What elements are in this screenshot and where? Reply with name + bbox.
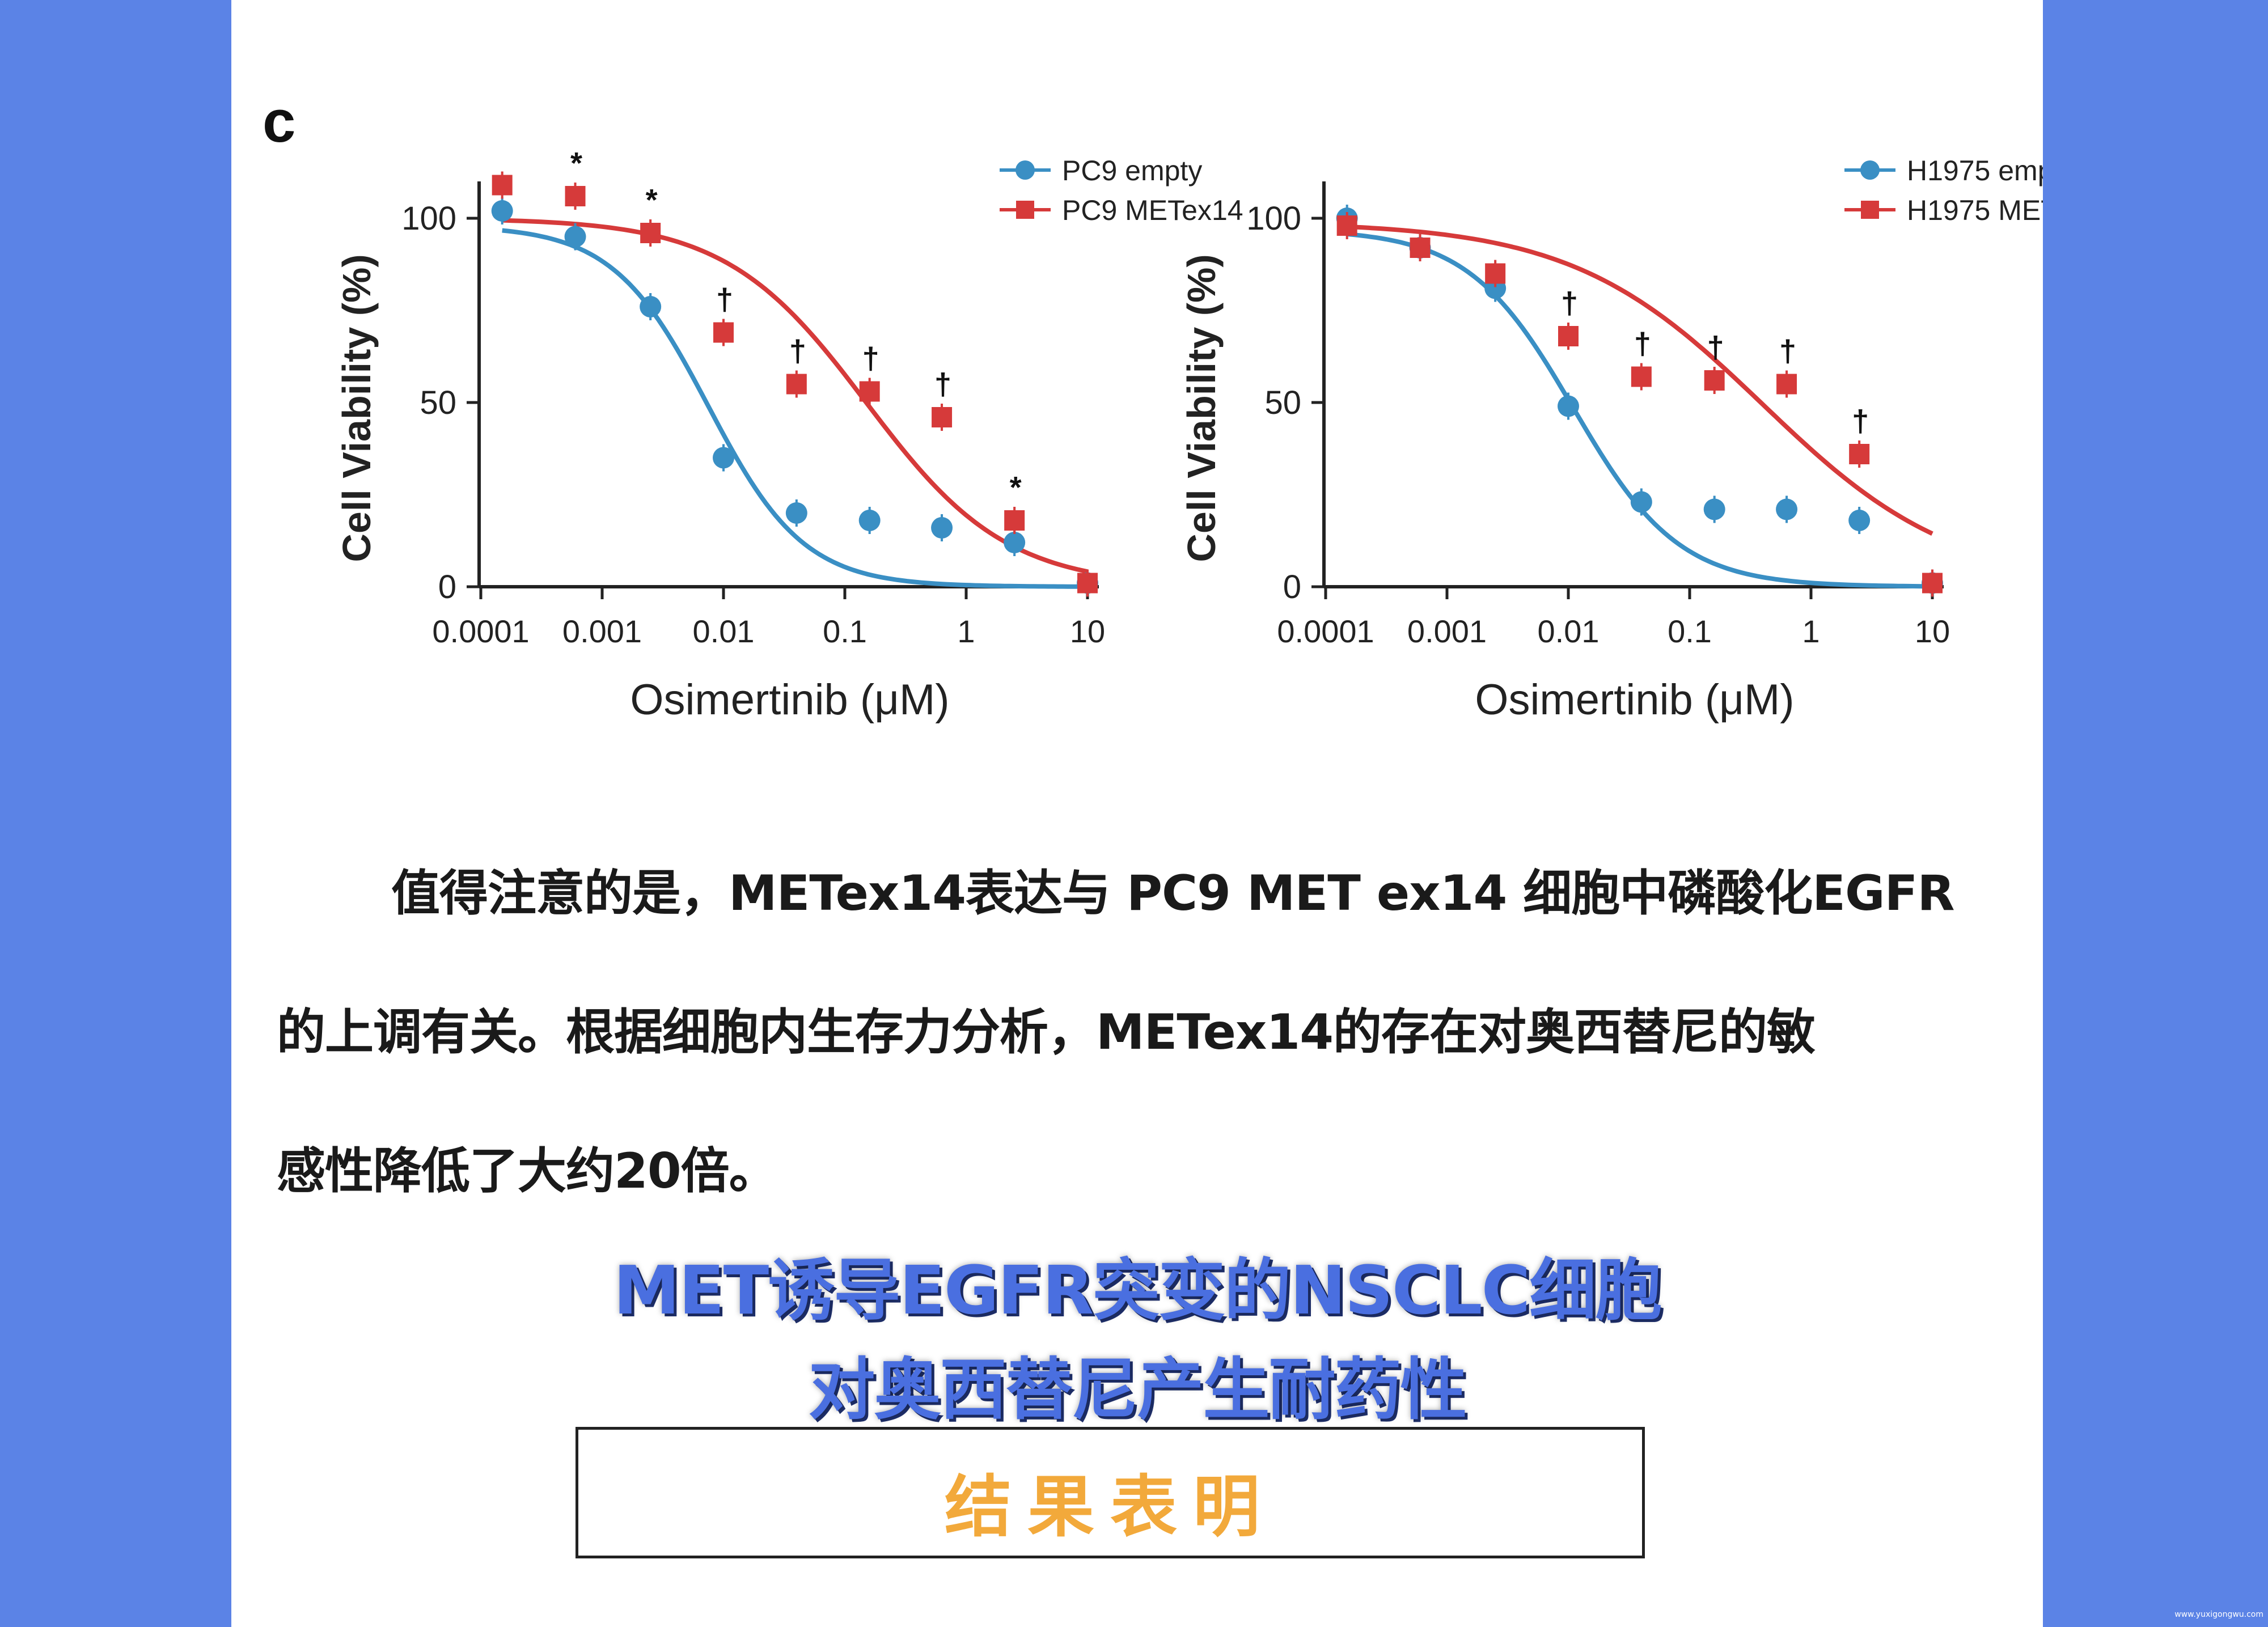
content-panel: c 0 50 100 0.0001 0.001 0.01 0.1 1 10 Cell Viabil… bbox=[231, 0, 2043, 1627]
data-point bbox=[1630, 491, 1652, 513]
data-point bbox=[1776, 374, 1797, 395]
significance-mark: † bbox=[1779, 334, 1796, 368]
x-tick-label: 0.0001 bbox=[1277, 613, 1374, 649]
paragraph-line-3: 感性降低了大约20倍。 bbox=[277, 1143, 778, 1200]
significance-mark: † bbox=[1852, 404, 1869, 438]
chart-h1975: 0 50 100 0.0001 0.001 0.01 0.1 1 10 Cell Viabilit… bbox=[1179, 155, 2043, 724]
data-point bbox=[858, 510, 881, 531]
significance-mark: * bbox=[646, 183, 658, 217]
data-point bbox=[1336, 215, 1357, 236]
chart-pc9: 0 50 100 0.0001 0.001 0.01 0.1 1 10 Cell Viabilit… bbox=[335, 146, 1243, 724]
x-tick-label: 0.0001 bbox=[432, 613, 529, 649]
data-point bbox=[713, 447, 734, 469]
significance-mark: † bbox=[1707, 331, 1724, 365]
significance-mark: † bbox=[789, 334, 806, 368]
legend-label: H1975 empty bbox=[1907, 155, 2043, 187]
legend-marker bbox=[1015, 160, 1035, 180]
legend-marker bbox=[1860, 160, 1880, 180]
result-label: 结果表明 bbox=[944, 1468, 1276, 1546]
fit-curve bbox=[502, 228, 1088, 589]
watermark: www.yuxigongwu.com bbox=[2174, 1610, 2263, 1619]
x-tick-label: 10 bbox=[1070, 613, 1105, 649]
y-tick-label: 100 bbox=[1246, 200, 1301, 237]
significance-mark: * bbox=[570, 146, 582, 180]
data-point bbox=[1776, 498, 1798, 520]
fit-curve bbox=[1347, 224, 1933, 536]
data-point bbox=[785, 502, 807, 524]
x-tick-label: 1 bbox=[957, 613, 975, 649]
data-point bbox=[931, 517, 953, 539]
data-point bbox=[1077, 573, 1098, 594]
legend-label: PC9 METex14 bbox=[1062, 194, 1243, 226]
data-point bbox=[1922, 573, 1943, 594]
legend-marker bbox=[1861, 201, 1879, 219]
data-point bbox=[640, 223, 661, 243]
data-point bbox=[565, 186, 586, 206]
data-point bbox=[1004, 510, 1025, 531]
significance-mark: † bbox=[716, 283, 733, 317]
legend-label: PC9 empty bbox=[1062, 155, 1202, 187]
fit-curve bbox=[502, 218, 1088, 574]
data-point bbox=[1558, 326, 1579, 346]
paragraph-line-1: 值得注意的是，METex14表达与 PC9 MET ex14 细胞中磷酸化EGF… bbox=[391, 865, 1955, 922]
legend-marker bbox=[1016, 201, 1034, 219]
data-point bbox=[1558, 395, 1579, 417]
x-tick-label: 0.001 bbox=[1407, 613, 1487, 649]
x-tick-label: 10 bbox=[1915, 613, 1950, 649]
x-axis-label: Osimertinib (μM) bbox=[630, 676, 949, 724]
significance-mark: † bbox=[1561, 286, 1578, 320]
data-point bbox=[1485, 263, 1506, 284]
y-axis-label: Cell Viability (%) bbox=[335, 254, 379, 562]
y-tick-label: 50 bbox=[1264, 384, 1301, 421]
data-point bbox=[491, 200, 513, 222]
y-tick-label: 50 bbox=[420, 384, 456, 421]
paragraph-line-2: 的上调有关。根据细胞内生存力分析，METex14的存在对奥西替尼的敏 bbox=[277, 1004, 1816, 1061]
y-tick-label: 0 bbox=[438, 569, 456, 605]
data-point bbox=[1410, 238, 1431, 258]
significance-mark: † bbox=[934, 367, 951, 401]
headline-line-1: MET诱导EGFR突变的NSCLC细胞 bbox=[612, 1249, 1664, 1331]
y-axis-label: Cell Viability (%) bbox=[1179, 254, 1224, 562]
panel-label: c bbox=[263, 88, 295, 155]
data-point bbox=[1703, 498, 1725, 520]
data-point bbox=[786, 374, 807, 395]
legend-label: H1975 METex14 bbox=[1907, 194, 2043, 226]
x-tick-label: 0.1 bbox=[823, 613, 867, 649]
data-point bbox=[932, 407, 953, 427]
significance-mark: * bbox=[1010, 471, 1022, 505]
x-tick-label: 0.001 bbox=[562, 613, 642, 649]
data-point bbox=[1704, 370, 1725, 391]
y-tick-label: 0 bbox=[1283, 569, 1301, 605]
data-point bbox=[1848, 510, 1871, 531]
fit-curve bbox=[1347, 232, 1933, 589]
x-tick-label: 1 bbox=[1802, 613, 1820, 649]
result-box: 结果表明 bbox=[576, 1427, 1645, 1558]
data-point bbox=[713, 322, 734, 343]
data-point bbox=[1631, 366, 1652, 387]
headline-line-2: 对奥西替尼产生耐药性 bbox=[806, 1349, 1469, 1430]
data-point bbox=[1849, 444, 1870, 464]
significance-mark: † bbox=[1634, 327, 1651, 361]
data-point bbox=[1004, 532, 1026, 553]
x-tick-label: 0.01 bbox=[693, 613, 755, 649]
x-tick-label: 0.01 bbox=[1538, 613, 1600, 649]
data-point bbox=[859, 381, 880, 402]
data-point bbox=[640, 296, 662, 317]
significance-mark: † bbox=[862, 342, 879, 376]
y-tick-label: 100 bbox=[401, 200, 456, 237]
data-point bbox=[492, 175, 513, 196]
data-point bbox=[564, 226, 586, 248]
x-axis-label: Osimertinib (μM) bbox=[1475, 676, 1794, 724]
x-tick-label: 0.1 bbox=[1668, 613, 1712, 649]
